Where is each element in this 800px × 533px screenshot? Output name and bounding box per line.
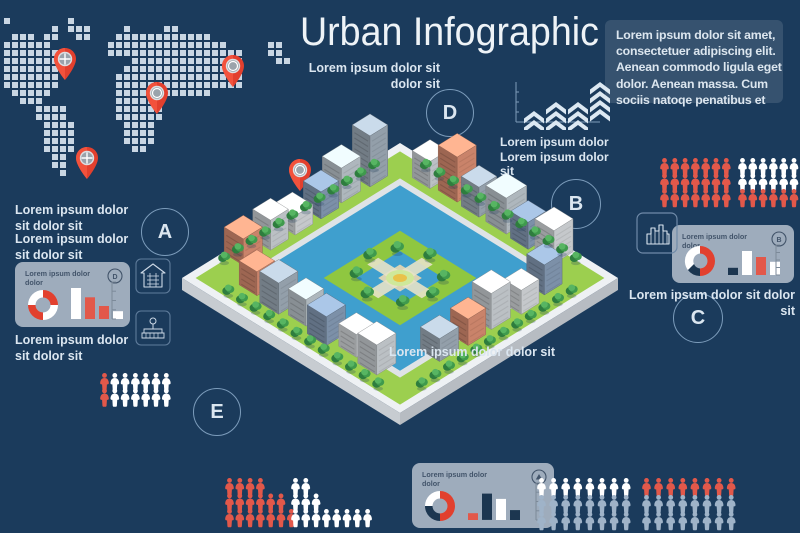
svg-text:dolor: dolor [25, 278, 43, 287]
svg-text:dolor: dolor [682, 241, 700, 250]
svg-text:B: B [776, 237, 781, 244]
svg-text:dolor: dolor [422, 479, 440, 488]
svg-text:Lorem ipsum dolor: Lorem ipsum dolor [682, 232, 747, 241]
svg-text:Lorem ipsum dolor: Lorem ipsum dolor [25, 269, 90, 278]
svg-text:Lorem ipsum dolor: Lorem ipsum dolor [422, 470, 487, 479]
svg-text:D: D [112, 274, 117, 281]
